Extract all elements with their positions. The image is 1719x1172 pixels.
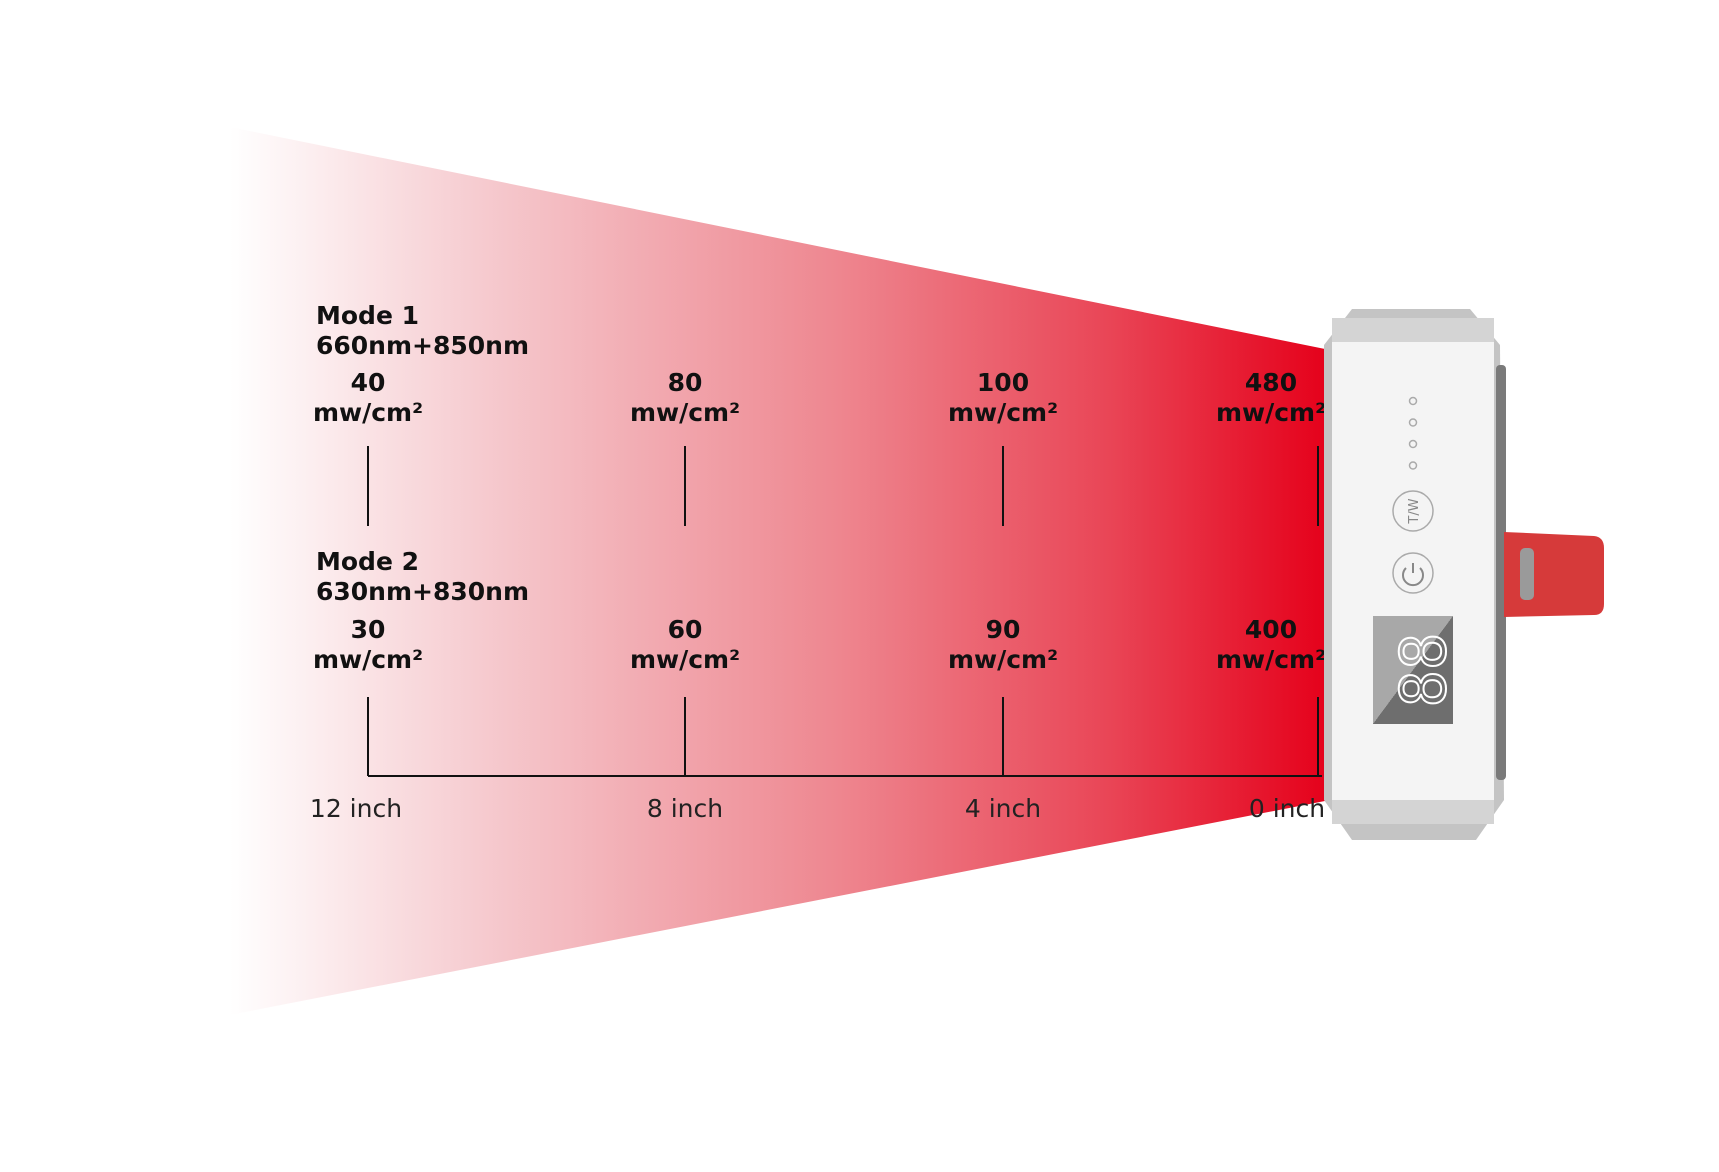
indicator-dot [1408,396,1418,406]
strap-buckle [1520,548,1534,600]
value-label: 100 [977,368,1029,397]
indicator-dot [1408,461,1418,470]
unit-label: mw/cm² [1216,645,1326,674]
unit-label: mw/cm² [313,645,423,674]
mode-button-label: T/W [1407,498,1422,524]
mode1-title: Mode 1 [316,301,419,330]
unit-label: mw/cm² [313,398,423,427]
device-face-bottom [1332,800,1494,824]
value-label: 80 [668,368,703,397]
light-beam [230,127,1330,1015]
value-label: 90 [986,615,1021,644]
mode1-subtitle: 660nm+850nm [316,331,529,360]
value-label: 400 [1245,615,1297,644]
display-digits: 88 [1387,633,1460,708]
value-label: 60 [668,615,703,644]
power-icon [1402,563,1424,587]
distance-label: 0 inch [1249,794,1325,823]
distance-label: 8 inch [647,794,723,823]
battery-indicators [1408,396,1418,470]
digital-display [1373,616,1453,724]
strap [1504,532,1604,617]
unit-label: mw/cm² [948,645,1058,674]
unit-label: mw/cm² [630,645,740,674]
value-label: 30 [351,615,386,644]
unit-label: mw/cm² [630,398,740,427]
device: T/W 88 [1324,309,1604,840]
mode2-subtitle: 630nm+830nm [316,577,529,606]
indicator-dot [1408,418,1418,427]
unit-label: mw/cm² [948,398,1058,427]
strap-mount [1496,365,1506,780]
mode-button[interactable] [1392,490,1434,532]
device-face-top [1332,318,1494,342]
distance-label: 4 inch [965,794,1041,823]
value-label: 40 [351,368,386,397]
indicator-dot [1408,439,1418,449]
value-label: 480 [1245,368,1297,397]
labels: Mode 1 660nm+850nm Mode 2 630nm+830nm [316,301,529,606]
unit-label: mw/cm² [1216,398,1326,427]
mode2-title: Mode 2 [316,547,419,576]
distance-label: 12 inch [310,794,402,823]
